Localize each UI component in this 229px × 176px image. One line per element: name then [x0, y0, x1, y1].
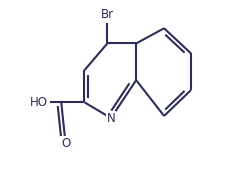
- Text: HO: HO: [30, 96, 48, 109]
- Text: O: O: [61, 137, 70, 150]
- Text: N: N: [107, 112, 115, 125]
- Text: Br: Br: [101, 8, 114, 21]
